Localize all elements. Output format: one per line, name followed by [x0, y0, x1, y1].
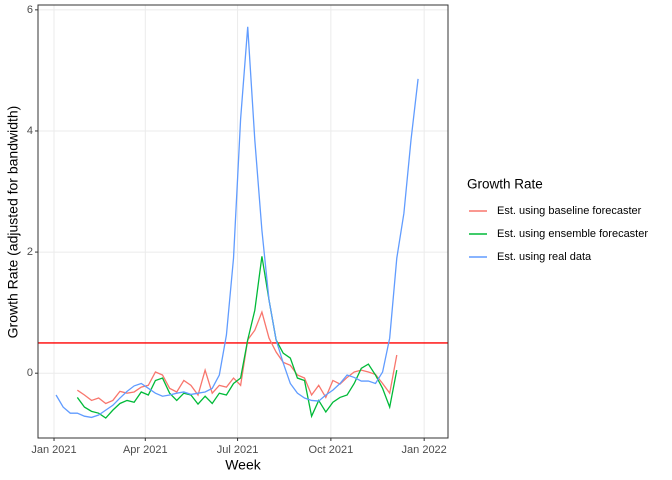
x-tick-label: Oct 2021	[309, 444, 354, 456]
x-tick-label: Jan 2022	[402, 444, 447, 456]
y-tick-label: 4	[27, 125, 33, 137]
legend-title: Growth Rate	[467, 177, 543, 192]
data-line	[76, 309, 398, 405]
legend-label: Est. using baseline forecaster	[497, 205, 642, 217]
panel-border	[37, 4, 449, 439]
y-axis-title: Growth Rate (adjusted for bandwidth)	[5, 106, 21, 339]
y-tick-label: 0	[27, 367, 33, 379]
x-tick-label: Apr 2021	[123, 444, 168, 456]
x-axis-title: Week	[225, 457, 262, 473]
y-tick-label: 6	[27, 4, 33, 16]
x-tick-label: Jan 2021	[31, 444, 76, 456]
data-line	[76, 256, 398, 419]
x-tick-label: Jul 2021	[217, 444, 259, 456]
legend-label: Est. using real data	[497, 251, 592, 263]
data-line	[55, 26, 419, 419]
y-tick-label: 2	[27, 246, 33, 258]
legend-label: Est. using ensemble forecaster	[497, 228, 648, 240]
